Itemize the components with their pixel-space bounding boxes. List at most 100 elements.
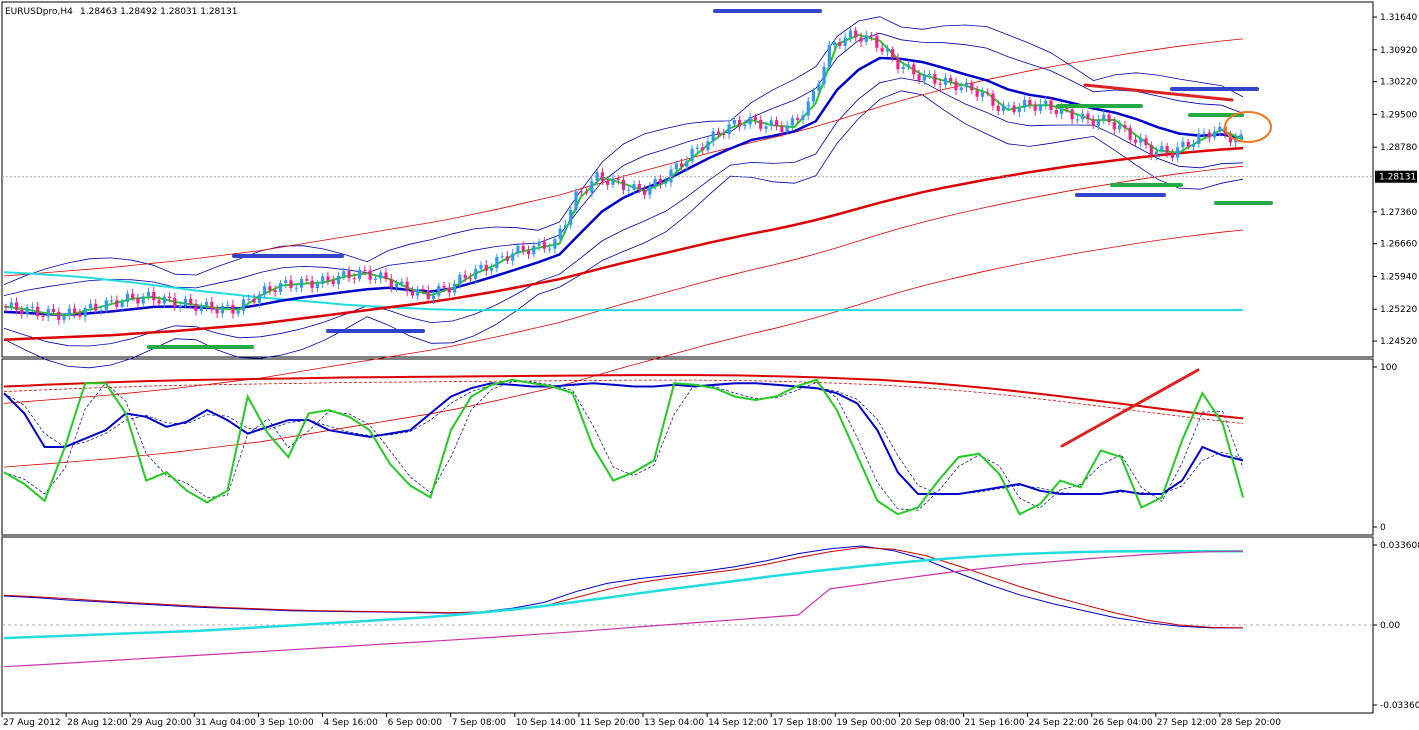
candle-body [1186, 141, 1190, 147]
candle-body [1054, 109, 1058, 114]
x-tick-label: 17 Sep 18:00 [772, 718, 832, 728]
candle-body [917, 74, 921, 81]
candle-body [173, 297, 177, 308]
candle-body [780, 126, 784, 132]
candle-body [104, 300, 108, 310]
candle-body [511, 253, 515, 261]
candle-body [257, 294, 261, 303]
candle-body [41, 315, 45, 317]
candle-body [970, 82, 974, 91]
x-tick-label: 13 Sep 04:00 [644, 718, 704, 728]
candle-body [505, 256, 509, 261]
candle-body [986, 92, 990, 94]
x-tick-label: 20 Sep 08:00 [900, 718, 960, 728]
candle-body [949, 77, 953, 82]
x-tick-label: 28 Aug 12:00 [67, 718, 128, 728]
candle-body [500, 256, 504, 258]
candle-body [1033, 104, 1037, 111]
candle-body [906, 64, 911, 67]
x-tick-label: 27 Sep 12:00 [1157, 718, 1217, 728]
candle-body [141, 296, 145, 304]
candle-body [88, 303, 93, 308]
candle-body [389, 278, 393, 288]
candle-body [827, 45, 831, 67]
candle-body [241, 299, 246, 311]
candle-body [236, 310, 240, 314]
candle-body [928, 73, 932, 75]
candle-body [431, 295, 436, 299]
candle-body [658, 179, 663, 184]
candle-body [152, 291, 156, 301]
candle-body [864, 35, 868, 42]
candle-body [495, 256, 499, 269]
candle-body [822, 66, 826, 85]
candle-body [759, 119, 763, 129]
candle-body [896, 57, 900, 70]
x-tick-label: 31 Aug 04:00 [195, 718, 256, 728]
candle-body [590, 181, 594, 193]
candle-body [532, 245, 536, 255]
candle-body [1081, 113, 1085, 120]
candle-body [933, 73, 937, 84]
candle-body [574, 191, 578, 211]
candle-body [1128, 127, 1132, 140]
candle-body [732, 120, 736, 125]
oscillator-series-layer [3, 374, 1244, 516]
candle-body [453, 283, 457, 293]
x-tick-label: 21 Sep 16:00 [965, 718, 1025, 728]
candle-body [1001, 105, 1006, 112]
x-tick-label: 7 Sep 08:00 [452, 718, 507, 728]
candle-body [78, 313, 82, 317]
candle-body [363, 269, 367, 271]
candle-body [220, 305, 224, 314]
candle-body [838, 42, 842, 47]
candle-body [716, 131, 721, 134]
candle-body [1207, 132, 1211, 138]
candle-body [299, 279, 304, 288]
candle-body [1107, 114, 1111, 123]
candle-body [521, 245, 525, 251]
oscillator-tick-label: 0 [1380, 523, 1386, 533]
candle-body [394, 283, 399, 288]
candle-body [912, 64, 916, 75]
candle-body [1091, 119, 1095, 126]
candle-body [848, 30, 853, 38]
candle-body [743, 124, 747, 127]
candle-body [442, 286, 446, 288]
candle-body [20, 309, 24, 315]
indicator-tick-label: -0.03360 [1380, 701, 1419, 711]
price-tick-label: 1.26660 [1380, 240, 1417, 250]
candle-body [194, 303, 198, 312]
price-tick-label: 1.25940 [1380, 272, 1417, 282]
highlight-ellipse [1224, 111, 1272, 143]
candle-body [695, 147, 699, 149]
candle-body [621, 179, 626, 190]
candle-body [880, 47, 884, 52]
candle-body [875, 36, 879, 48]
price-tick-label: 1.25220 [1380, 305, 1417, 315]
price-tick-label: 1.31640 [1380, 13, 1417, 23]
candle-body [120, 302, 124, 307]
candle-body [315, 283, 319, 289]
current-price-tag [1375, 170, 1417, 183]
series-line-blue [3, 382, 1244, 495]
x-tick-label: 29 Aug 20:00 [131, 718, 192, 728]
candle-body [1012, 105, 1016, 113]
candle-body [4, 306, 8, 308]
candle-body [722, 133, 726, 135]
candle-body [1144, 138, 1148, 145]
candle-body [922, 74, 926, 81]
series-line-red [3, 546, 1244, 629]
candle-body [859, 37, 863, 42]
candle-body [252, 298, 256, 303]
candle-body [938, 83, 942, 85]
candle-body [579, 191, 583, 193]
candle-body [1149, 144, 1153, 156]
candle-body [342, 271, 346, 276]
x-tick-label: 3 Sep 10:00 [259, 718, 314, 728]
candle-body [57, 311, 61, 320]
candle-body [727, 124, 731, 135]
x-tick-label: 14 Sep 12:00 [708, 718, 768, 728]
candle-body [1059, 107, 1064, 114]
